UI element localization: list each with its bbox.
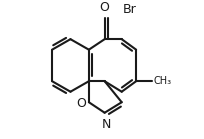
Text: CH₃: CH₃ — [153, 76, 171, 86]
Text: O: O — [100, 1, 110, 14]
Text: Br: Br — [123, 3, 137, 16]
Text: O: O — [76, 97, 86, 110]
Text: N: N — [101, 118, 111, 131]
